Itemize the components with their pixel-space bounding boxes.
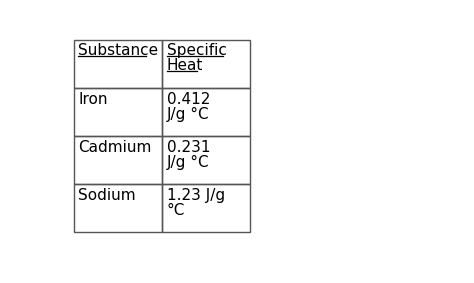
Text: Heat: Heat	[166, 58, 203, 73]
Text: Specific: Specific	[166, 43, 227, 58]
Text: 0.412: 0.412	[166, 92, 210, 107]
Text: °C: °C	[166, 203, 185, 218]
Text: J/g °C: J/g °C	[166, 155, 209, 170]
Text: Cadmium: Cadmium	[78, 140, 152, 155]
Text: 1.23 J/g: 1.23 J/g	[166, 188, 225, 203]
Text: 0.231: 0.231	[166, 140, 210, 155]
Text: Substance: Substance	[78, 43, 158, 58]
Text: Iron: Iron	[78, 92, 108, 107]
Text: J/g °C: J/g °C	[166, 107, 209, 122]
Text: Sodium: Sodium	[78, 188, 136, 203]
